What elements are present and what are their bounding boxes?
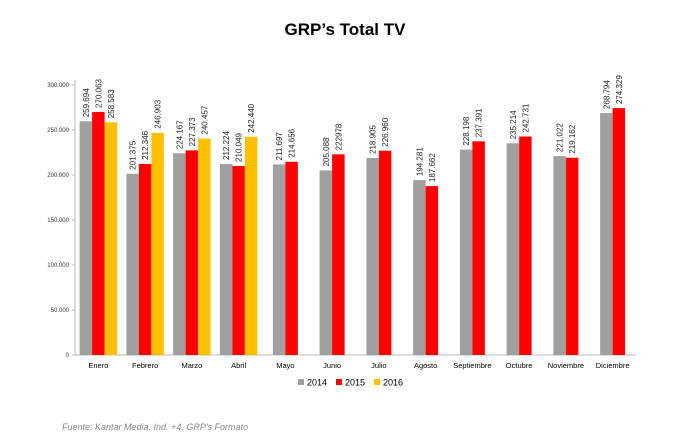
data-label: 270.063 [94,78,103,107]
y-tick-label: 200.000 [47,173,69,179]
data-label: 259.694 [82,88,91,117]
bar-2014 [173,153,186,355]
x-tick-label: Octubre [506,361,533,370]
data-label: 212.346 [141,130,150,159]
bar-2015 [92,111,105,355]
x-tick-label: Noviembre [548,361,584,370]
data-label: 212.224 [222,131,231,160]
bar-2014 [553,156,566,355]
data-label: 258.583 [107,89,116,118]
source-note: Fuente: Kantar Media. Ind. +4. GRP's For… [62,422,249,432]
y-tick-label: 0 [66,353,70,359]
data-label: 201.375 [129,140,138,169]
bar-2015 [138,163,152,355]
data-label: 222978 [334,123,343,150]
data-label: 237.391 [475,108,484,137]
bar-2014 [272,164,286,355]
bar-2014 [413,180,426,355]
data-label: 218.905 [369,125,378,154]
data-label: 240.457 [200,105,209,134]
bar-2015 [612,108,626,355]
data-label: 235.214 [509,110,518,139]
data-label: 268.794 [602,80,611,109]
x-tick-label: Diciembre [596,361,630,370]
legend-swatch-2016 [374,379,380,385]
data-label: 219.162 [568,124,577,153]
bar-2016 [198,138,211,355]
data-label: 214.656 [288,128,297,157]
bar-2016 [244,136,258,355]
bar-2015 [332,154,345,355]
legend-label: 2014 [307,378,327,388]
legend-swatch-2015 [336,379,342,385]
x-tick-label: Marzo [181,361,202,370]
x-tick-label: Septiembre [453,361,491,370]
data-label: 211.697 [275,132,284,161]
x-tick-label: Agosto [414,361,437,370]
data-label: 242.731 [521,103,530,132]
x-tick-label: Junio [323,361,341,370]
data-label: 221.022 [556,123,565,152]
data-label: 187.662 [428,153,437,182]
data-label: 228.198 [462,116,471,145]
y-tick-label: 100.000 [47,263,69,269]
bar-2015 [378,150,392,355]
legend-label: 2015 [345,378,365,388]
bar-2015 [519,136,532,355]
data-label: 224.167 [175,120,184,149]
legend-label: 2016 [383,378,403,388]
bar-2015 [472,141,485,355]
bar-2014 [319,170,333,355]
bar-2016 [151,132,164,355]
x-tick-label: Mayo [276,361,294,370]
bar-2014 [506,143,520,355]
data-label: 210.049 [235,132,244,161]
bar-2014 [126,173,139,355]
chart-title: GRP’s Total TV [284,20,406,39]
y-tick-label: 150.000 [47,218,69,224]
bar-2014 [219,163,233,355]
y-tick-label: 250.000 [47,128,69,134]
data-label: 246.903 [154,99,163,128]
bar-2015 [232,165,245,355]
y-tick-label: 50.000 [51,308,70,314]
bar-2014 [366,157,379,355]
bar-2014 [600,113,613,355]
bar-2014 [459,149,473,355]
bar-2014 [79,121,93,356]
data-label: 226.960 [381,117,390,146]
x-tick-label: Febrero [132,361,158,370]
bar-2015 [565,157,579,355]
data-label: 194.281 [415,147,424,176]
bar-2015 [185,150,199,355]
data-label: 242.440 [247,103,256,132]
x-tick-label: Abril [231,361,246,370]
data-label: 205.088 [322,137,331,166]
x-tick-label: Julio [371,361,386,370]
bar-2015 [425,186,439,355]
x-tick-label: Enero [88,361,108,370]
legend-swatch-2014 [298,379,304,385]
bar-2015 [285,161,298,355]
data-label: 227.373 [188,117,197,146]
data-label: 274.329 [615,75,624,104]
y-tick-label: 300.000 [47,83,69,89]
bar-2016 [104,122,118,355]
